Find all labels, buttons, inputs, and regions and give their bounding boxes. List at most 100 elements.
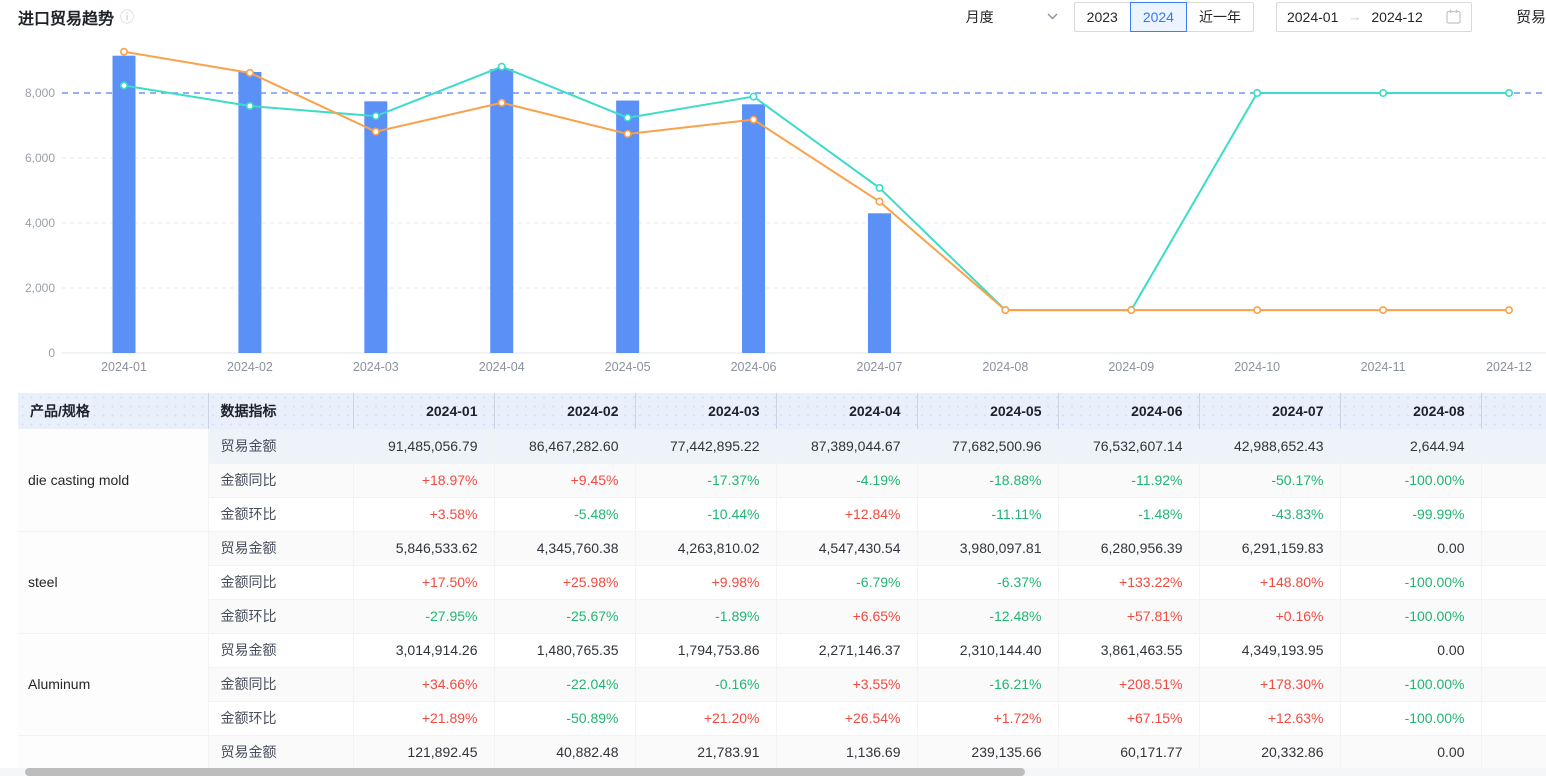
col-header-2024-03: 2024-03	[635, 393, 777, 429]
value-cell: 2,310,144.40	[917, 633, 1059, 668]
value-cell: -43.83%	[1199, 497, 1341, 532]
line-teal-point-2024-03[interactable]	[371, 112, 380, 121]
trend-chart[interactable]: 0 2,000 4,000 6,000 8,000 2024-01 2024-02 2024-…	[0, 35, 1546, 383]
value-cell: -4.19%	[776, 463, 918, 498]
year-button-2024[interactable]: 2024	[1129, 1, 1187, 32]
table-row: Aluminum 贸易金额 3,014,914.26 1,480,765.35 1,79…	[18, 633, 1546, 736]
metric-cell: 金额同比	[208, 565, 354, 600]
line-teal-point-2024-02[interactable]	[245, 102, 254, 111]
value-cell: -50.89%	[494, 701, 636, 736]
horizontal-scrollbar[interactable]	[0, 768, 1546, 776]
value-cell: +17.50%	[353, 565, 495, 600]
line-orange-point-2024-03[interactable]	[371, 127, 380, 136]
value-cell: 5,846,533.62	[353, 531, 495, 566]
value-cell: 0.00	[1340, 633, 1482, 668]
value-cell: -27.95%	[353, 599, 495, 634]
y-axis-tick-label: 4,000	[25, 216, 55, 230]
value-cell: -11.11%	[917, 497, 1059, 532]
year-button-2023[interactable]: 2023	[1073, 1, 1131, 32]
value-cell: +67.15%	[1058, 701, 1200, 736]
value-cell: +148.80%	[1199, 565, 1341, 600]
trailing-cutoff-label[interactable]: 贸易	[1515, 9, 1546, 26]
col-header-2024-01: 2024-01	[353, 393, 495, 429]
partial-cell	[1481, 463, 1546, 498]
line-teal-point-2024-12[interactable]	[1505, 88, 1514, 97]
col-header-2024-02: 2024-02	[494, 393, 636, 429]
bar-2024-05[interactable]	[616, 100, 640, 353]
line-teal-point-2024-10[interactable]	[1253, 88, 1262, 97]
period-select[interactable]: 月度	[966, 7, 1058, 27]
line-orange-point-2024-12[interactable]	[1505, 306, 1514, 315]
table-row: steel 贸易金额 5,846,533.62 4,345,760.38 4,263,8…	[18, 531, 1546, 634]
metric-cell: 金额同比	[208, 667, 354, 702]
line-orange-point-2024-07[interactable]	[875, 197, 884, 206]
value-cell: +178.30%	[1199, 667, 1341, 702]
col-header-partial	[1481, 393, 1546, 429]
line-teal-point-2024-04[interactable]	[497, 62, 506, 71]
value-cell: +21.89%	[353, 701, 495, 736]
line-orange-point-2024-08[interactable]	[1001, 306, 1010, 315]
value-cell: 3,014,914.26	[353, 633, 495, 668]
arrow-right-icon: →	[1348, 9, 1362, 24]
line-teal-point-2024-06[interactable]	[749, 92, 758, 101]
line-teal-point-2024-05[interactable]	[623, 113, 632, 122]
line-orange-point-2024-01[interactable]	[120, 47, 129, 56]
value-cell: 4,345,760.38	[494, 531, 636, 566]
table-row: die casting mold 贸易金额 91,485,056.79 86,467,…	[18, 429, 1546, 532]
info-icon[interactable]: ⓘ	[120, 8, 135, 25]
bar-2024-02[interactable]	[238, 71, 262, 353]
line-orange-point-2024-10[interactable]	[1253, 306, 1262, 315]
line-orange-point-2024-09[interactable]	[1127, 306, 1136, 315]
partial-cell	[1481, 735, 1546, 770]
scrollbar-thumb[interactable]	[25, 768, 1025, 776]
bar-2024-04[interactable]	[490, 68, 514, 354]
value-cell: 40,882.48	[494, 735, 636, 770]
line-orange-point-2024-11[interactable]	[1379, 306, 1388, 315]
value-cell: +0.16%	[1199, 599, 1341, 634]
table-row: 金额环比 +3.58% -5.48% -10.44% +12.84% -11.11% -1.…	[18, 497, 1546, 532]
x-axis-tick-label: 2024-07	[857, 360, 903, 374]
line-orange-point-2024-06[interactable]	[749, 115, 758, 124]
bar-2024-06[interactable]	[742, 104, 766, 353]
line-orange-point-2024-05[interactable]	[623, 129, 632, 138]
value-cell: -100.00%	[1340, 565, 1482, 600]
value-cell: 20,332.86	[1199, 735, 1341, 770]
product-cell: steel	[18, 531, 209, 634]
value-cell: -6.37%	[917, 565, 1059, 600]
y-axis-tick-label: 6,000	[25, 151, 55, 165]
page-title: 进口贸易趋势	[18, 10, 115, 28]
title-wrap: 进口贸易趋势 ⓘ	[18, 5, 134, 29]
line-teal-path	[123, 65, 1509, 312]
line-teal-point-2024-01[interactable]	[120, 81, 129, 90]
line-teal-point-2024-07[interactable]	[875, 183, 884, 192]
value-cell: 1,794,753.86	[635, 633, 777, 668]
date-from: 2024-01	[1286, 8, 1339, 25]
line-teal-point-2024-11[interactable]	[1379, 88, 1388, 97]
date-range-picker[interactable]: 2024-01 → 2024-12	[1275, 1, 1472, 32]
value-cell: 1,480,765.35	[494, 633, 636, 668]
value-cell: -0.16%	[635, 667, 777, 702]
value-cell: 1,136.69	[776, 735, 918, 770]
partial-cell	[1481, 565, 1546, 600]
product-cell: Aluminum	[18, 633, 209, 736]
trend-chart-canvas[interactable]: 0 2,000 4,000 6,000 8,000 2024-01 2024-02 2024-…	[0, 35, 1546, 383]
year-button-近一年[interactable]: 近一年	[1185, 1, 1254, 32]
metric-cell: 贸易金额	[208, 429, 354, 464]
value-cell: 239,135.66	[917, 735, 1059, 770]
table-row: 金额环比 +21.89% -50.89% +21.20% +26.54% +1.72% +6…	[18, 701, 1546, 736]
x-axis-tick-label: 2024-02	[227, 360, 273, 374]
bar-2024-01[interactable]	[112, 55, 136, 353]
metric-cell: 贸易金额	[208, 633, 354, 668]
line-orange-point-2024-04[interactable]	[497, 98, 506, 107]
table-row: 贸易金额 121,892.45 40,882.48 21,783.91 1,136.69…	[18, 735, 1546, 770]
table-row: 金额同比 +34.66% -22.04% -0.16% +3.55% -16.21% +20…	[18, 667, 1546, 702]
x-axis-tick-label: 2024-05	[605, 360, 651, 374]
line-orange-point-2024-02[interactable]	[245, 68, 254, 77]
value-cell: 0.00	[1340, 735, 1482, 770]
bar-2024-03[interactable]	[364, 101, 388, 353]
value-cell: -12.48%	[917, 599, 1059, 634]
chevron-down-icon	[1047, 13, 1058, 20]
bar-2024-07[interactable]	[867, 213, 891, 353]
partial-cell	[1481, 599, 1546, 634]
